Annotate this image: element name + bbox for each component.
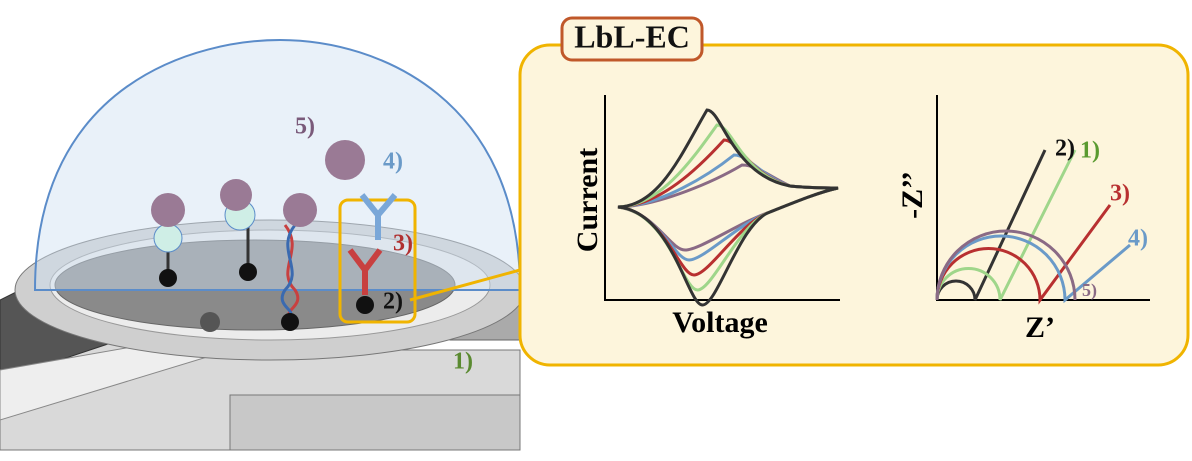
eis-x-label: Z’ (1025, 311, 1055, 344)
title: LbL-EC (574, 18, 690, 54)
curve-label: 2) (1055, 136, 1075, 162)
callout-box (520, 45, 1188, 365)
curve-label: 1) (1080, 138, 1100, 164)
sensor-label: 4) (383, 149, 403, 175)
sensor-label: 3) (393, 231, 413, 257)
sensor-label: 1) (453, 349, 473, 375)
cv-y-label: Current (571, 148, 604, 252)
dome (35, 40, 520, 290)
curve-label: 5) (1082, 280, 1097, 301)
cv-x-label: Voltage (672, 306, 768, 339)
sensor-label: 5) (295, 114, 315, 140)
curve-label: 4) (1128, 226, 1148, 252)
sensor-label: 2) (383, 289, 403, 315)
diagram: LbL-EC Current Voltage -Z’’ Z’ 2) 1) 3) … (0, 0, 1192, 461)
eis-y-label: -Z’’ (896, 171, 929, 219)
curve-label: 3) (1110, 181, 1130, 207)
